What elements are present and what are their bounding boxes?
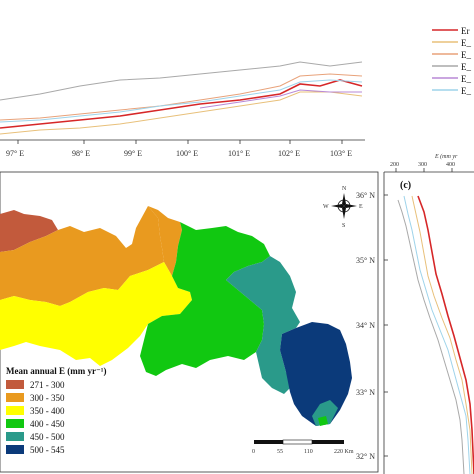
scale-label-0: 0 <box>252 449 255 455</box>
right-series-line <box>397 199 465 474</box>
map-legend-label: 500 - 545 <box>30 445 65 455</box>
region-450-500 <box>226 256 300 394</box>
top-x-tick-label: 100° E <box>176 149 198 158</box>
right-top-tick-label: 400 <box>446 162 455 168</box>
top-x-tick-label: 101° E <box>228 149 250 158</box>
top-profile-panel: 97° E 98° E 99° E 100° E 101° E 102° E 103° E … <box>0 26 471 158</box>
map-frame <box>0 171 379 473</box>
top-x-ticks: 97° E 98° E 99° E 100° E 101° E 102° E 103° E <box>6 140 352 158</box>
right-profile-panel: E (mm yr 200 300 400 36° N35° N34° N33° N3… <box>356 153 474 474</box>
top-series-line <box>0 79 363 123</box>
region-500-545 <box>280 322 352 426</box>
top-series-line <box>0 61 363 101</box>
latitude-tick-label: 35° N <box>356 256 375 265</box>
top-legend: Er E_ E_ E_ E_ E_ <box>432 26 471 96</box>
map-legend-swatch <box>6 445 24 454</box>
top-legend-label: Er <box>461 26 470 36</box>
top-legend-label: E_ <box>461 62 471 72</box>
map-legend-swatch <box>6 419 24 428</box>
region-400-450 <box>140 222 270 376</box>
top-x-tick-label: 103° E <box>330 149 352 158</box>
top-series-line <box>199 89 362 109</box>
scale-label-220: 220 Km <box>334 449 354 455</box>
region-300-350-east <box>148 206 182 276</box>
top-x-tick-label: 102° E <box>278 149 300 158</box>
map-legend-title: Mean annual E (mm yr⁻¹) <box>6 366 106 376</box>
map-legend-swatch <box>6 393 24 402</box>
right-top-tick-label: 300 <box>418 162 427 168</box>
map-legend-swatch <box>6 380 24 389</box>
compass-n: N <box>342 186 347 192</box>
right-profile-lines <box>397 195 474 474</box>
top-profile-lines <box>0 61 363 135</box>
latitude-ticks: 36° N 35° N 34° N 33° N 32° N <box>356 191 388 461</box>
top-series-line <box>0 79 363 129</box>
map-panel: N S E W Mean annual E (mm yr⁻¹) 271 - 30… <box>0 171 379 473</box>
compass-e: E <box>359 204 363 210</box>
top-x-tick-label: 99° E <box>124 149 142 158</box>
top-legend-label: E_ <box>461 38 471 48</box>
region-271-300 <box>0 210 58 252</box>
latitude-tick-label: 33° N <box>356 388 375 397</box>
right-series-line <box>411 195 473 474</box>
top-series-line <box>0 73 363 121</box>
latitude-tick-label: 32° N <box>356 452 375 461</box>
panel-label-c: (c) <box>400 180 411 191</box>
map-legend-label: 400 - 450 <box>30 419 65 429</box>
right-series-line <box>403 195 471 474</box>
top-legend-label: E_ <box>461 50 471 60</box>
scale-label-110: 110 <box>304 449 313 455</box>
region-300-350-west <box>0 206 164 306</box>
latitude-tick-label: 34° N <box>356 321 375 330</box>
scale-bar: 0 55 110 220 Km <box>252 439 354 455</box>
region-350-400 <box>0 262 192 366</box>
top-series-line <box>0 91 363 135</box>
right-axis-label: E (mm yr <box>434 153 458 160</box>
map-legend-swatch <box>6 432 24 441</box>
latitude-tick-label: 36° N <box>356 191 375 200</box>
scale-label-55: 55 <box>277 449 283 455</box>
compass-s: S <box>342 223 345 229</box>
map-legend-swatch <box>6 406 24 415</box>
region-400-450-southpatch <box>318 416 328 426</box>
top-legend-label: E_ <box>461 74 471 84</box>
map-legend-label: 450 - 500 <box>30 432 65 442</box>
top-x-tick-label: 97° E <box>6 149 24 158</box>
compass-w: W <box>323 204 329 210</box>
top-legend-label: E_ <box>461 86 471 96</box>
map-legend: Mean annual E (mm yr⁻¹) 271 - 300 300 - 3… <box>6 366 106 455</box>
top-x-tick-label: 98° E <box>72 149 90 158</box>
right-top-tick-label: 200 <box>390 162 399 168</box>
north-arrow-icon: N S E W <box>323 186 363 229</box>
right-series-line <box>417 195 474 474</box>
map-legend-label: 300 - 350 <box>30 393 65 403</box>
right-top-ticks: 200 300 400 <box>390 162 455 172</box>
map-legend-label: 271 - 300 <box>30 380 65 390</box>
map-legend-label: 350 - 400 <box>30 406 65 416</box>
